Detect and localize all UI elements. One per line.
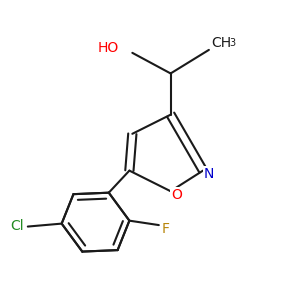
Text: 3: 3 bbox=[230, 38, 236, 47]
Text: CH: CH bbox=[211, 36, 231, 50]
Text: N: N bbox=[204, 167, 214, 181]
Text: F: F bbox=[162, 222, 170, 236]
Text: O: O bbox=[171, 188, 182, 202]
Text: HO: HO bbox=[98, 40, 119, 55]
Text: Cl: Cl bbox=[11, 219, 24, 233]
